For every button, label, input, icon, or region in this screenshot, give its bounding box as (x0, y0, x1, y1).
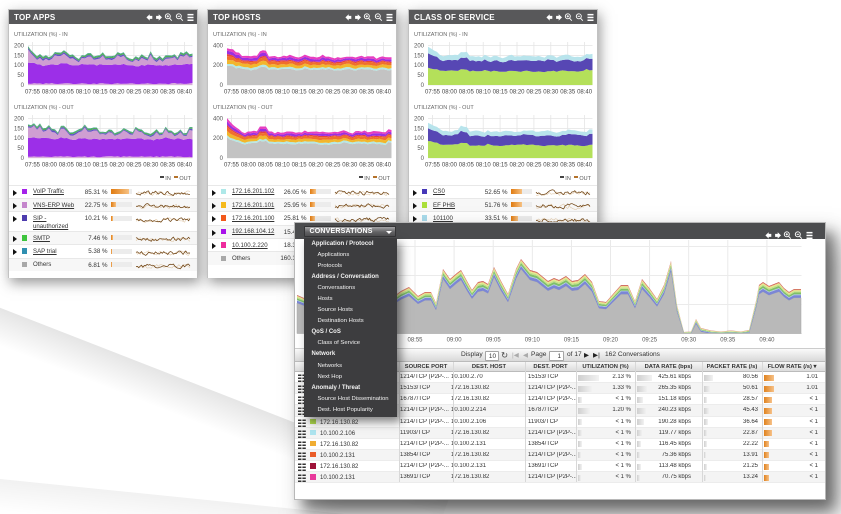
svg-text:08:00: 08:00 (241, 163, 257, 169)
svg-text:100: 100 (414, 63, 425, 69)
svg-text:08:35: 08:35 (560, 163, 576, 169)
svg-text:150: 150 (414, 126, 425, 132)
svg-text:08:20: 08:20 (509, 90, 525, 96)
svg-text:08:05: 08:05 (59, 163, 75, 169)
svg-text:09:25: 09:25 (642, 338, 658, 344)
svg-text:100: 100 (14, 136, 25, 142)
svg-text:08:55: 08:55 (407, 338, 423, 344)
svg-text:08:15: 08:15 (292, 163, 308, 169)
svg-text:08:05: 08:05 (258, 90, 274, 96)
svg-text:08:30: 08:30 (543, 163, 559, 169)
svg-text:08:10: 08:10 (476, 163, 492, 169)
svg-text:150: 150 (14, 53, 25, 59)
svg-text:08:40: 08:40 (177, 90, 193, 96)
svg-text:08:10: 08:10 (275, 90, 291, 96)
svg-text:08:10: 08:10 (275, 163, 291, 169)
svg-text:08:35: 08:35 (560, 90, 576, 96)
svg-text:08:40: 08:40 (577, 90, 593, 96)
svg-text:08:20: 08:20 (308, 163, 324, 169)
svg-text:08:40: 08:40 (376, 163, 392, 169)
svg-text:09:00: 09:00 (447, 338, 463, 344)
svg-text:08:00: 08:00 (241, 90, 257, 96)
svg-text:08:00: 08:00 (42, 163, 58, 169)
svg-text:09:30: 09:30 (681, 338, 697, 344)
svg-text:08:15: 08:15 (493, 90, 509, 96)
svg-text:50: 50 (17, 146, 24, 152)
svg-text:08:30: 08:30 (543, 90, 559, 96)
svg-text:0: 0 (421, 83, 425, 89)
svg-text:200: 200 (414, 44, 425, 50)
svg-text:09:20: 09:20 (603, 338, 619, 344)
svg-text:0: 0 (220, 156, 224, 162)
svg-text:08:05: 08:05 (459, 163, 475, 169)
svg-text:08:25: 08:25 (325, 163, 341, 169)
svg-text:200: 200 (213, 136, 224, 142)
svg-text:50: 50 (417, 73, 424, 79)
svg-text:09:05: 09:05 (486, 338, 502, 344)
svg-text:08:00: 08:00 (442, 90, 458, 96)
svg-text:150: 150 (14, 126, 25, 132)
svg-text:07:55: 07:55 (425, 163, 441, 169)
svg-text:08:35: 08:35 (160, 163, 176, 169)
svg-text:08:25: 08:25 (526, 163, 542, 169)
svg-text:200: 200 (14, 117, 25, 123)
svg-text:08:20: 08:20 (109, 90, 125, 96)
svg-text:08:10: 08:10 (76, 163, 92, 169)
svg-text:07:55: 07:55 (224, 90, 240, 96)
svg-text:09:15: 09:15 (564, 338, 580, 344)
svg-text:09:35: 09:35 (720, 338, 736, 344)
svg-text:0: 0 (220, 83, 224, 89)
svg-text:09:10: 09:10 (525, 338, 541, 344)
svg-text:08:15: 08:15 (93, 163, 109, 169)
svg-text:100: 100 (14, 63, 25, 69)
svg-text:200: 200 (414, 117, 425, 123)
svg-text:08:30: 08:30 (143, 163, 159, 169)
svg-text:08:30: 08:30 (143, 90, 159, 96)
svg-text:08:40: 08:40 (577, 163, 593, 169)
svg-text:08:05: 08:05 (59, 90, 75, 96)
svg-text:08:15: 08:15 (292, 90, 308, 96)
svg-text:08:05: 08:05 (258, 163, 274, 169)
svg-text:0: 0 (421, 156, 425, 162)
svg-text:400: 400 (213, 117, 224, 123)
svg-text:07:55: 07:55 (25, 90, 41, 96)
svg-text:08:20: 08:20 (109, 163, 125, 169)
svg-text:08:40: 08:40 (376, 90, 392, 96)
svg-text:08:20: 08:20 (308, 90, 324, 96)
svg-text:08:35: 08:35 (160, 90, 176, 96)
svg-text:150: 150 (414, 53, 425, 59)
svg-text:08:20: 08:20 (509, 163, 525, 169)
svg-text:08:00: 08:00 (442, 163, 458, 169)
svg-text:08:35: 08:35 (359, 163, 375, 169)
svg-text:08:15: 08:15 (93, 90, 109, 96)
svg-text:09:40: 09:40 (759, 338, 775, 344)
svg-text:07:55: 07:55 (425, 90, 441, 96)
svg-text:08:40: 08:40 (177, 163, 193, 169)
svg-text:200: 200 (14, 44, 25, 50)
svg-text:08:05: 08:05 (459, 90, 475, 96)
svg-text:08:30: 08:30 (342, 163, 358, 169)
svg-text:08:15: 08:15 (493, 163, 509, 169)
svg-text:100: 100 (414, 136, 425, 142)
svg-text:400: 400 (213, 44, 224, 50)
svg-text:50: 50 (417, 146, 424, 152)
svg-text:08:25: 08:25 (526, 90, 542, 96)
svg-text:08:10: 08:10 (76, 90, 92, 96)
svg-text:0: 0 (21, 156, 25, 162)
svg-text:08:00: 08:00 (42, 90, 58, 96)
svg-text:08:30: 08:30 (342, 90, 358, 96)
svg-text:07:55: 07:55 (224, 163, 240, 169)
svg-text:08:25: 08:25 (126, 163, 142, 169)
svg-text:200: 200 (213, 63, 224, 69)
svg-text:50: 50 (17, 73, 24, 79)
svg-text:08:25: 08:25 (325, 90, 341, 96)
svg-text:0: 0 (21, 83, 25, 89)
svg-text:08:35: 08:35 (359, 90, 375, 96)
svg-text:08:25: 08:25 (126, 90, 142, 96)
svg-text:08:10: 08:10 (476, 90, 492, 96)
svg-text:07:55: 07:55 (25, 163, 41, 169)
